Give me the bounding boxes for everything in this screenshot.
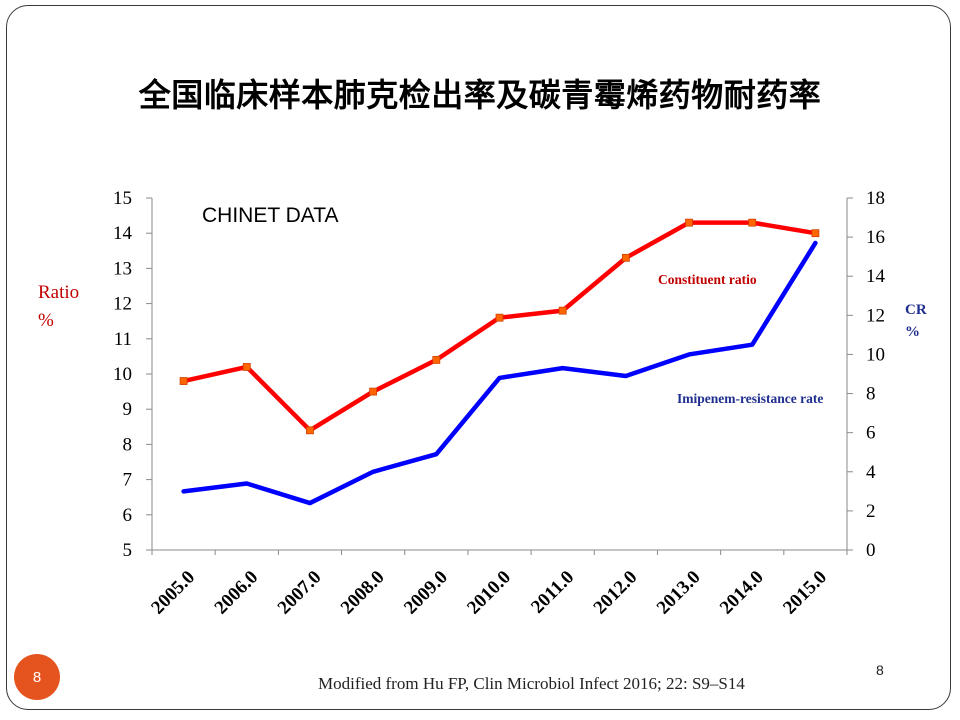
right-axis-title: CR (905, 302, 927, 318)
x-tick-label: 2008.0 (337, 567, 389, 619)
page-badge: 8 (14, 654, 60, 700)
x-tick-label: 2014.0 (716, 567, 768, 619)
series-marker (811, 229, 820, 238)
right-tick-label: 0 (866, 540, 876, 561)
left-tick-label: 10 (113, 364, 132, 385)
chart-lines (179, 218, 820, 506)
page-number: 8 (876, 662, 884, 678)
slide-frame (6, 5, 951, 710)
left-tick-label: 14 (113, 223, 133, 244)
left-tick-label: 12 (113, 294, 132, 315)
chart-labels: Ratio% CR% CHINET DATA Constituent ratio Imi… (38, 204, 927, 406)
series-line (181, 240, 818, 506)
chart-annotation: CHINET DATA (202, 204, 339, 227)
series-marker (495, 313, 504, 322)
right-tick-label: 14 (866, 266, 886, 287)
x-tick-label: 2012.0 (590, 567, 642, 619)
right-tick-label: 6 (866, 423, 876, 444)
series-marker (685, 218, 693, 227)
right-tick-label: 18 (866, 188, 885, 209)
left-tick-label: 9 (123, 399, 133, 420)
right-axis-title: % (905, 324, 920, 340)
series-label: Imipenem-resistance rate (677, 391, 823, 406)
series-label: Constituent ratio (658, 272, 757, 287)
left-tick-label: 11 (114, 329, 132, 350)
series-marker (621, 253, 630, 262)
left-tick-label: 5 (123, 540, 133, 561)
right-tick-label: 2 (866, 501, 876, 522)
slide-title: 全国临床样本肺克检出率及碳青霉烯药物耐药率 (138, 76, 822, 114)
x-tick-label: 2013.0 (653, 567, 705, 619)
x-tick-label: 2010.0 (463, 567, 515, 619)
series-marker (306, 426, 314, 435)
x-tick-label: 2005.0 (147, 567, 199, 619)
left-tick-label: 13 (113, 258, 132, 279)
right-tick-label: 10 (866, 344, 885, 365)
x-tick-label: 2015.0 (779, 567, 831, 619)
right-tick-label: 8 (866, 384, 876, 405)
left-tick-label: 6 (123, 505, 133, 526)
series-marker (558, 306, 567, 315)
x-tick-label: 2006.0 (211, 567, 263, 619)
series-marker (432, 356, 441, 364)
right-tick-label: 4 (866, 462, 876, 483)
x-tick-label: 2009.0 (400, 567, 452, 619)
series-marker (369, 387, 378, 396)
left-axis-title: Ratio (38, 282, 79, 303)
left-tick-label: 7 (123, 470, 133, 491)
citation-text: Modified from Hu FP, Clin Microbiol Infe… (318, 674, 745, 693)
series-marker (242, 363, 251, 371)
x-tick-label: 2011.0 (527, 567, 578, 618)
x-tick-label: 2007.0 (274, 567, 326, 619)
left-axis-title: % (38, 310, 54, 331)
left-tick-label: 8 (123, 434, 133, 455)
right-tick-label: 16 (866, 227, 885, 248)
left-tick-label: 15 (113, 188, 132, 209)
right-tick-label: 12 (866, 305, 885, 326)
series-marker (748, 218, 757, 227)
series-marker (179, 377, 188, 385)
